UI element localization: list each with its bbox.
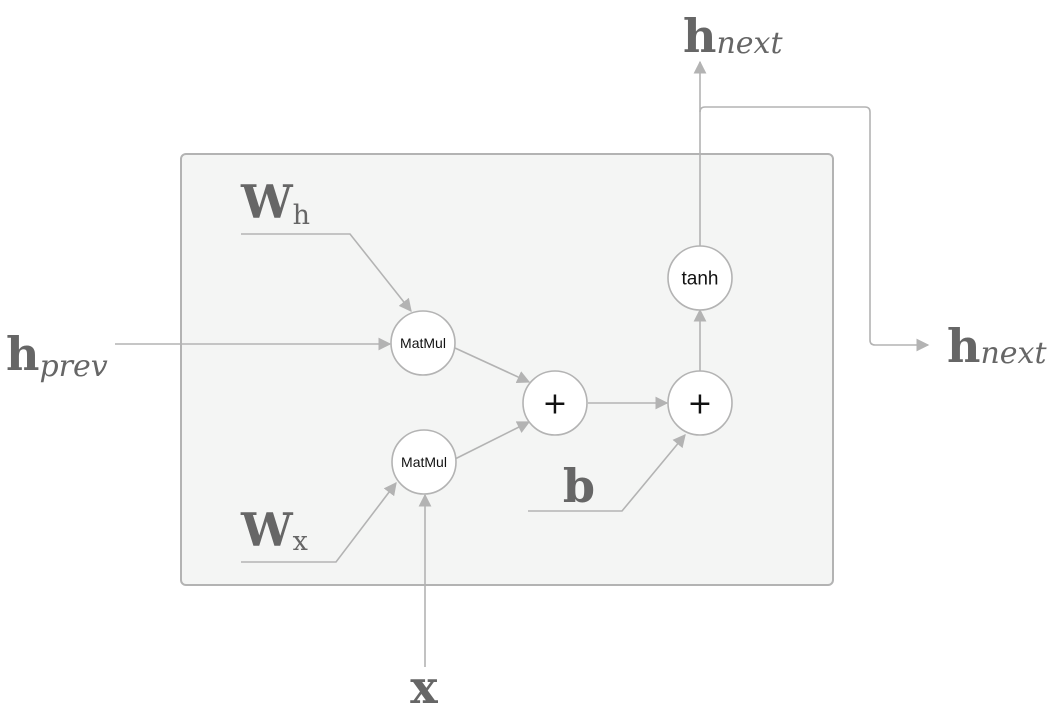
h-next-top-label: hnext [683,9,783,63]
add-1-label: + [542,387,567,422]
matmul-x-label: MatMul [401,454,447,470]
edge-b-to-add-2 [528,433,686,512]
wh-label: Wh [240,175,310,231]
tanh-label: tanh [682,269,719,290]
rnn-cell-box [180,153,834,586]
edge-branch-to-hnext-right [699,106,930,352]
tanh-node: tanh [667,245,733,311]
add-2-label: + [687,387,712,422]
add-2-node: + [667,370,733,436]
matmul-h-label: MatMul [400,335,446,351]
b-label: b [563,459,595,513]
edge-matmul-x-to-add-1 [454,421,531,460]
h-next-right-label: hnext [947,319,1047,373]
edge-wh-to-matmul-h [241,233,412,313]
x-label: x [410,660,438,714]
add-1-node: + [522,370,588,436]
edge-wx-to-matmul-x [241,481,397,563]
matmul-x-node: MatMul [391,429,457,495]
edge-matmul-h-to-add-1 [454,347,531,384]
h-prev-label: hprev [6,327,108,384]
matmul-h-node: MatMul [390,310,456,376]
wx-label: Wx [240,503,308,557]
